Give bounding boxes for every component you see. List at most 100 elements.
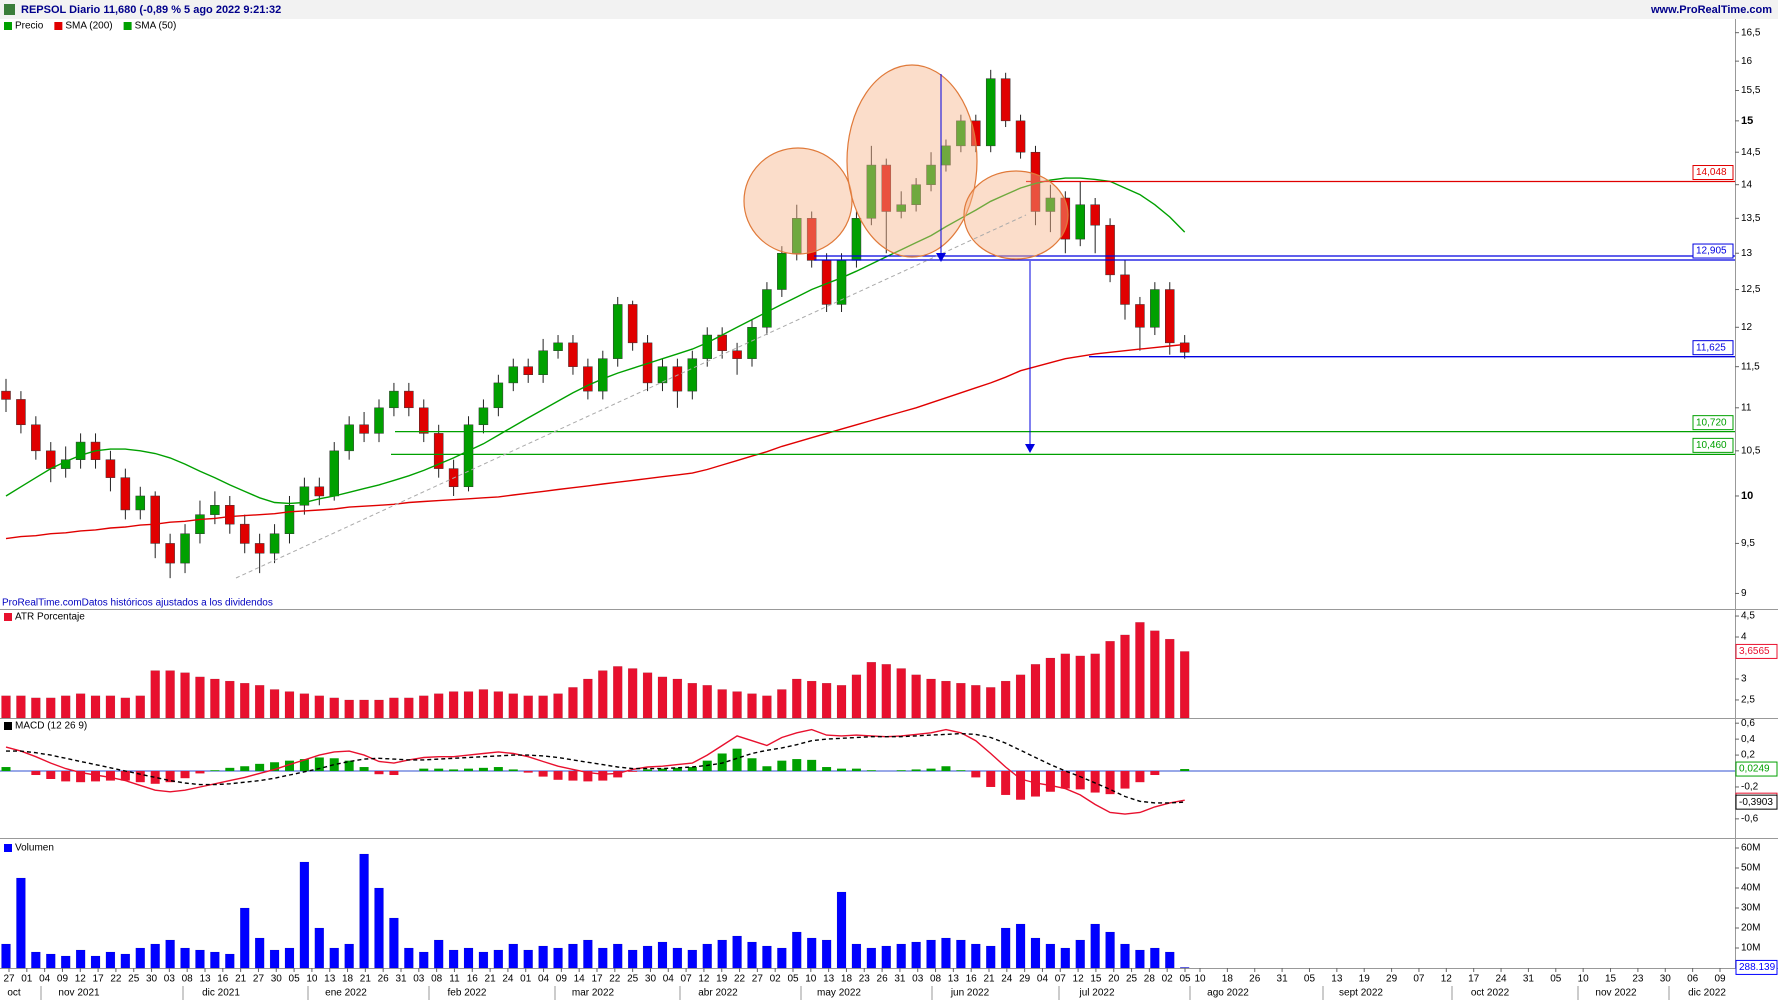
candle-body: [806, 218, 817, 261]
x-tick-label: 07: [1055, 974, 1067, 985]
histogram-bar: [792, 759, 802, 772]
bar: [448, 691, 459, 719]
bar: [747, 941, 757, 969]
bar: [523, 695, 533, 719]
head-ellipse: [846, 64, 978, 258]
bar: [31, 697, 41, 719]
source-link[interactable]: www.ProRealTime.com: [1650, 4, 1772, 16]
candle-body: [985, 78, 996, 147]
x-tick-label: 17: [1468, 974, 1480, 985]
bar: [46, 953, 56, 969]
histogram-bar: [344, 760, 354, 772]
histogram-bar: [76, 771, 86, 783]
candle-body: [16, 399, 26, 426]
candle-body: [31, 424, 41, 452]
series-line: [5, 728, 1185, 815]
bar: [150, 943, 160, 969]
candle-body: [1075, 204, 1085, 240]
level-label: 12,905: [1696, 246, 1727, 257]
bar: [1120, 943, 1130, 969]
x-tick-label: 08: [431, 974, 443, 985]
bar: [627, 668, 638, 719]
bar: [419, 695, 429, 719]
x-tick-label: 18: [1222, 974, 1234, 985]
bar: [508, 693, 518, 719]
histogram-bar: [986, 771, 996, 787]
candle-body: [299, 486, 310, 506]
candle-body: [762, 289, 772, 328]
bar: [135, 695, 145, 719]
x-tick-label: 26: [877, 974, 889, 985]
bar: [210, 678, 220, 719]
histogram-bar: [1060, 771, 1070, 789]
histogram-bar: [225, 767, 235, 772]
bar: [329, 697, 339, 719]
bar: [642, 672, 653, 719]
bar: [538, 695, 548, 719]
x-tick-label: 18: [342, 974, 354, 985]
x-tick-label: 03: [164, 974, 176, 985]
x-tick-label: 15: [1090, 974, 1102, 985]
histogram-bar: [1105, 771, 1115, 795]
bar: [896, 943, 906, 969]
y-tick-label: 2,5: [1741, 695, 1755, 706]
bar: [881, 945, 891, 969]
x-tick-label: 08: [930, 974, 942, 985]
histogram-bar: [195, 771, 205, 774]
histogram-bar: [210, 770, 220, 772]
bar: [971, 685, 981, 719]
histogram-bar: [449, 769, 459, 772]
x-tick-label: 31: [395, 974, 407, 985]
x-tick-label: 16: [217, 974, 229, 985]
x-month-label: dic 2021: [202, 988, 240, 999]
x-tick-label: 22: [734, 974, 746, 985]
candle-body: [508, 366, 519, 384]
bar: [240, 683, 250, 719]
x-tick-label: 01: [520, 974, 532, 985]
y-tick-label: 0,4: [1741, 734, 1755, 745]
bar: [821, 683, 832, 719]
y-tick-label: 20M: [1741, 923, 1760, 934]
bar: [374, 887, 384, 969]
x-tick-label: 12: [75, 974, 87, 985]
candle-body: [239, 523, 250, 544]
histogram-bar: [598, 771, 608, 781]
histogram-bar: [613, 771, 623, 778]
bar: [732, 691, 742, 719]
x-tick-label: 24: [502, 974, 514, 985]
bar: [508, 943, 518, 969]
candle-body: [553, 342, 563, 351]
bar: [150, 670, 160, 719]
histogram-bar: [374, 771, 384, 775]
candle-body: [150, 495, 160, 544]
x-tick-label: 08: [182, 974, 194, 985]
x-tick-label: 03: [413, 974, 425, 985]
bar: [61, 695, 71, 719]
bar: [986, 945, 996, 969]
histogram-bar: [628, 771, 638, 772]
level-label: 14,048: [1696, 167, 1727, 178]
x-tick-label: 30: [146, 974, 158, 985]
candle-body: [135, 495, 146, 511]
bar: [344, 943, 354, 969]
bar: [836, 685, 847, 719]
bar: [105, 951, 116, 969]
x-tick-label: 05: [1179, 974, 1191, 985]
y-tick-label: 0,2: [1741, 750, 1755, 761]
histogram-bar: [1030, 771, 1040, 797]
histogram-bar: [538, 771, 548, 777]
x-tick-label: 23: [1632, 974, 1644, 985]
y-tick-label: 0,6: [1741, 718, 1755, 729]
bar: [836, 891, 847, 969]
level-label: 10,720: [1696, 417, 1727, 428]
bar: [717, 939, 727, 969]
x-tick-label: 21: [485, 974, 497, 985]
bar: [31, 951, 41, 969]
histogram-bar: [61, 771, 71, 782]
x-tick-label: 31: [1523, 974, 1535, 985]
histogram-bar: [1090, 771, 1100, 793]
bar: [389, 917, 399, 969]
x-tick-label: 10: [1578, 974, 1590, 985]
bar: [46, 697, 56, 719]
